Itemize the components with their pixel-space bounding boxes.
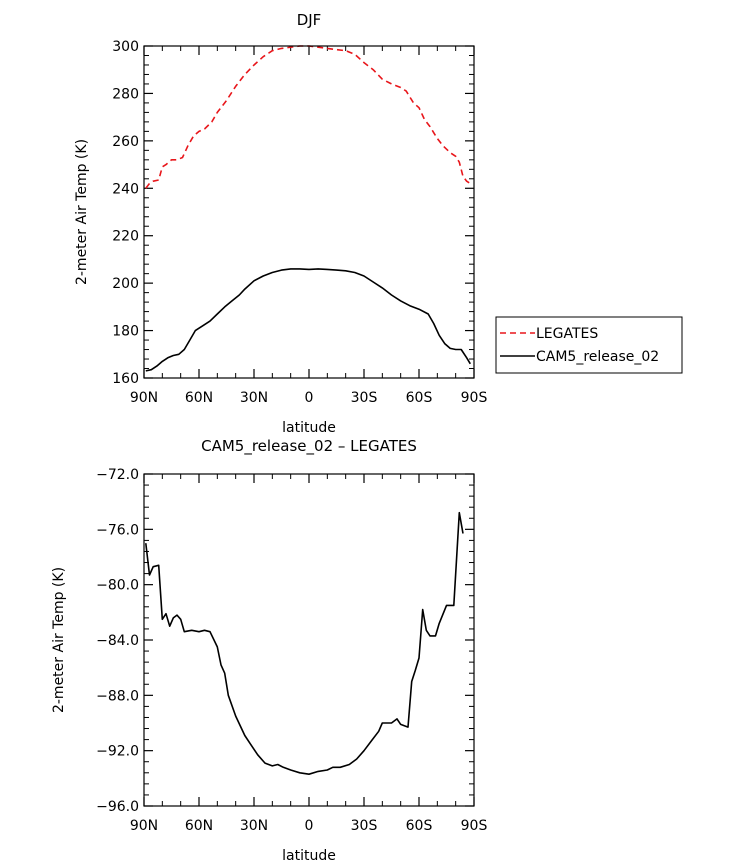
bottom-chart-series <box>145 511 464 775</box>
legend-label-cam5: CAM5_release_02 <box>536 349 659 365</box>
top-chart-y-tick-label: 300 <box>112 39 139 55</box>
top-chart-x-axis-label: latitude <box>282 420 336 436</box>
bottom-chart-plot-frame <box>143 473 475 807</box>
top-chart-y-tick-label: 180 <box>112 324 139 340</box>
bottom-chart-x-tick-label: 30S <box>351 818 378 834</box>
bottom-chart-x-tick-label: 90S <box>461 818 488 834</box>
bottom-chart-title: CAM5_release_02 – LEGATES <box>201 437 417 456</box>
bottom-chart-x-tick-label: 30N <box>240 818 268 834</box>
bottom-chart-x-tick-label: 0 <box>305 818 314 834</box>
bottom-chart-y-tick-label: −76.0 <box>96 522 139 538</box>
bottom-chart-ticks: −96.0 −92.0 −88.0 −84.0 −80.0 −76.0 −72.0 90N 60… <box>96 467 487 834</box>
bottom-chart-y-tick-label: −80.0 <box>96 578 139 594</box>
bottom-chart-panel: CAM5_release_02 – LEGATES 2-meter Air Te… <box>51 437 487 864</box>
top-chart-panel: DJF 2-meter Air Temp (K) latitude 160 180… <box>74 11 487 436</box>
top-chart-x-tick-label: 90N <box>130 390 158 406</box>
bottom-chart-y-axis-label: 2-meter Air Temp (K) <box>51 567 67 713</box>
top-chart-x-tick-label: 30N <box>240 390 268 406</box>
bottom-chart-x-axis-label: latitude <box>282 848 336 864</box>
top-chart-y-tick-label: 240 <box>112 181 139 197</box>
top-chart-plot-frame <box>143 45 475 379</box>
bottom-chart-x-tick-label: 90N <box>130 818 158 834</box>
top-chart-y-tick-label: 220 <box>112 229 139 245</box>
bottom-chart-y-tick-label: −88.0 <box>96 688 139 704</box>
bottom-chart-x-tick-label: 60S <box>406 818 433 834</box>
top-chart-y-tick-label: 280 <box>112 86 139 102</box>
top-chart-series-line-legates <box>145 45 471 189</box>
top-chart-y-tick-label: 260 <box>112 134 139 150</box>
bottom-chart-y-tick-label: −84.0 <box>96 633 139 649</box>
bottom-chart-y-tick-label: −96.0 <box>96 799 139 815</box>
top-chart-x-tick-label: 30S <box>351 390 378 406</box>
top-chart-title: DJF <box>297 11 322 29</box>
top-chart-series <box>145 45 471 372</box>
top-chart-series-line-cam5-release-02 <box>145 268 471 372</box>
bottom-chart-x-tick-label: 60N <box>185 818 213 834</box>
top-chart-x-tick-label: 60N <box>185 390 213 406</box>
bottom-chart-y-tick-label: −72.0 <box>96 467 139 483</box>
top-chart-x-tick-label: 0 <box>305 390 314 406</box>
top-chart-y-axis-label: 2-meter Air Temp (K) <box>74 139 90 285</box>
legend-label-legates: LEGATES <box>536 326 598 342</box>
top-chart-y-tick-label: 160 <box>112 371 139 387</box>
top-chart-ticks: 160 180 200 220 240 260 280 300 90N 60N 30N 0 30S 60S… <box>112 39 487 406</box>
legend: LEGATES CAM5_release_02 <box>495 316 683 374</box>
top-chart-x-tick-label: 90S <box>461 390 488 406</box>
bottom-chart-y-tick-label: −92.0 <box>96 744 139 760</box>
bottom-chart-series-line-difference-0 <box>145 511 464 775</box>
top-chart-x-tick-label: 60S <box>406 390 433 406</box>
top-chart-y-tick-label: 200 <box>112 276 139 292</box>
legend-box <box>495 316 683 374</box>
